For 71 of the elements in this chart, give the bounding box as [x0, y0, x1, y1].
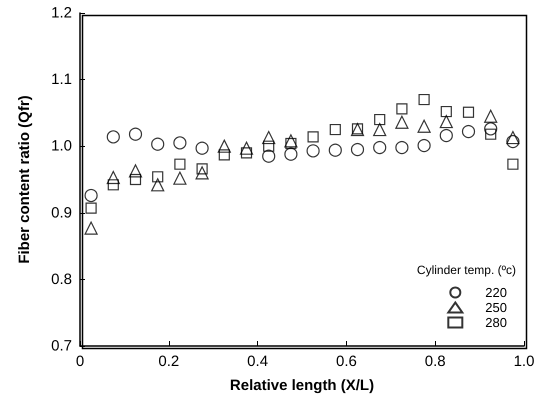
legend-label: 220 — [485, 285, 508, 300]
point — [106, 130, 120, 144]
point — [263, 140, 274, 152]
point — [84, 188, 98, 202]
legend-label: 280 — [485, 315, 508, 330]
point — [130, 174, 142, 186]
y-tick-label: 0.7 — [51, 338, 72, 354]
point — [306, 144, 320, 158]
point — [86, 202, 97, 214]
point — [484, 122, 498, 136]
x-tick-label: 1.0 — [514, 353, 534, 370]
point — [395, 116, 408, 129]
point — [108, 179, 119, 190]
point — [418, 138, 431, 152]
y-axis-title: Fiber content ratio (Qfr) — [16, 95, 33, 264]
point — [350, 142, 364, 156]
point — [374, 114, 386, 126]
point — [373, 140, 386, 154]
x-axis-title: Relative length (X/L) — [230, 377, 374, 394]
y-tick-label: 1.1 — [51, 71, 72, 88]
y-tick-label: 1.0 — [51, 138, 72, 155]
point — [128, 164, 142, 178]
point — [196, 163, 208, 174]
point — [152, 171, 164, 182]
y-tick-label: 1.2 — [51, 4, 72, 22]
point — [173, 136, 186, 150]
point — [128, 128, 142, 141]
point — [462, 106, 474, 118]
point — [218, 140, 231, 153]
y-tick-label: 0.8 — [51, 270, 72, 288]
point — [262, 130, 276, 144]
x-tick-label: 0 — [76, 353, 84, 370]
point — [484, 110, 498, 123]
point — [330, 124, 341, 136]
point — [106, 170, 120, 184]
point — [418, 94, 430, 106]
point — [173, 172, 186, 185]
point — [396, 103, 408, 115]
x-tick-label: 0.8 — [424, 353, 446, 370]
point — [240, 142, 254, 155]
point — [151, 138, 164, 151]
point — [328, 144, 342, 157]
point — [507, 158, 518, 170]
x-tick-label: 0.2 — [158, 353, 180, 370]
point — [418, 120, 431, 133]
point — [240, 147, 252, 158]
point — [373, 122, 386, 136]
point — [285, 138, 296, 150]
point — [218, 149, 230, 160]
x-tick-label: 0.6 — [336, 353, 357, 370]
point — [395, 140, 408, 154]
legend-label: 250 — [485, 300, 508, 315]
point — [284, 148, 298, 161]
x-tick-label: 0.4 — [247, 353, 268, 370]
point — [84, 222, 98, 235]
point — [308, 131, 319, 142]
point — [196, 142, 209, 155]
point — [284, 134, 298, 148]
point — [462, 124, 476, 138]
point — [506, 130, 520, 144]
point — [151, 178, 164, 192]
point — [174, 158, 186, 170]
point — [440, 106, 452, 118]
point — [196, 166, 209, 180]
point — [485, 128, 496, 140]
point — [440, 128, 453, 142]
point — [262, 150, 276, 163]
point — [440, 114, 453, 128]
y-tick-label: 0.9 — [51, 204, 72, 222]
point — [506, 134, 520, 148]
legend-title: Cylinder temp. (ºc) — [416, 263, 516, 277]
